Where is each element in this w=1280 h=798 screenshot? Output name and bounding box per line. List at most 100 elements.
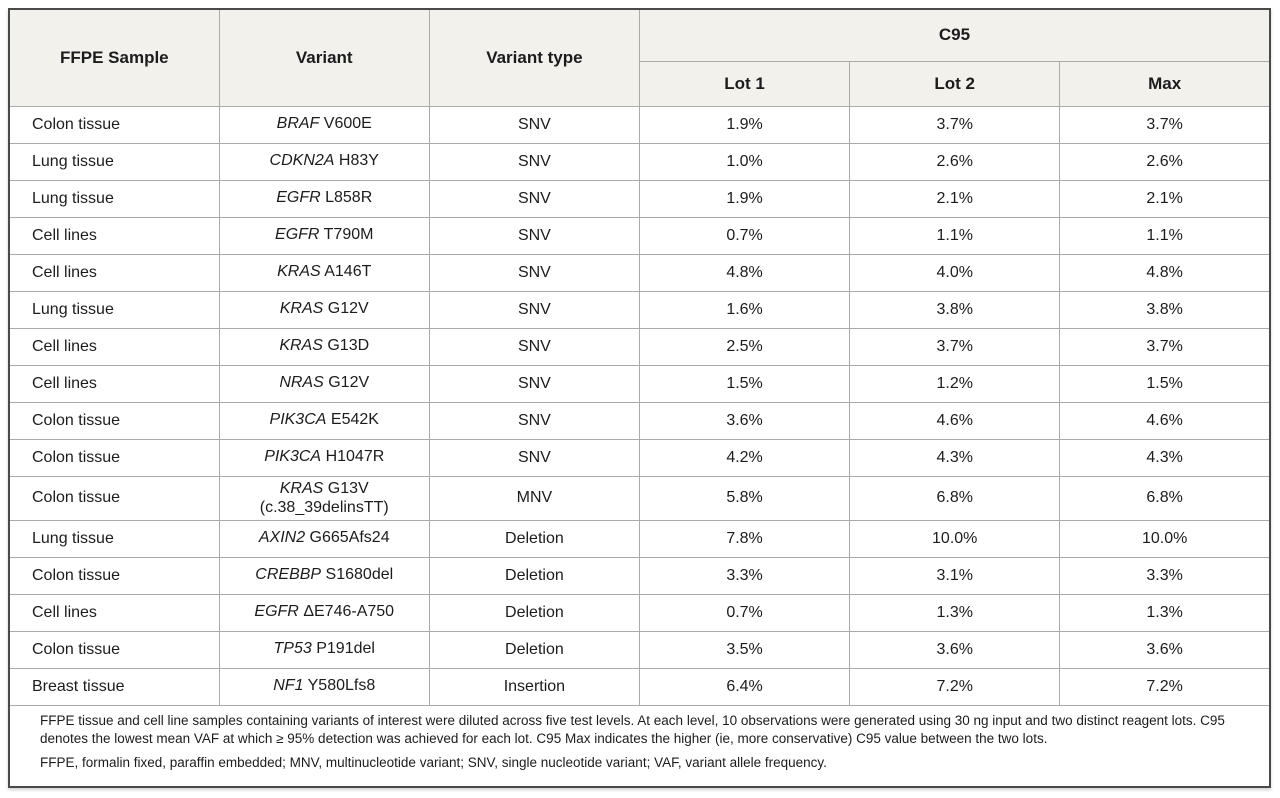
variant-type-cell: Deletion (428, 519, 640, 558)
footnote-row: FFPE tissue and cell line samples contai… (8, 704, 1271, 788)
c95-max-cell: 6.8% (1059, 475, 1271, 521)
variant-type-cell: Deletion (428, 556, 640, 595)
table-row: Colon tissue PIK3CA E542K SNV 3.6% 4.6% … (8, 401, 1271, 440)
c95-lot1-cell: 1.9% (638, 105, 851, 144)
mutation-label: G12V (327, 300, 369, 318)
mutation-label: L858R (325, 189, 373, 207)
table-row: Cell lines EGFR ΔE746-A750 Deletion 0.7%… (8, 593, 1271, 632)
column-group-header-c95: C95 (638, 8, 1271, 62)
gene-symbol: PIK3CA (269, 411, 327, 429)
table-row: Lung tissue EGFR L858R SNV 1.9% 2.1% 2.1… (8, 179, 1271, 218)
c95-lot2-cell: 1.3% (849, 593, 1061, 632)
gene-symbol: AXIN2 (258, 529, 306, 547)
variant-cell: AXIN2 G665Afs24 (218, 519, 430, 558)
mutation-label: S1680del (325, 566, 394, 584)
sample-cell: Colon tissue (8, 438, 220, 477)
c95-lot2-cell: 4.0% (849, 253, 1061, 292)
variant-type-cell: SNV (428, 216, 640, 255)
variant-cell: PIK3CA H1047R (218, 438, 430, 477)
c95-max-cell: 2.6% (1059, 142, 1271, 181)
table-row: Cell lines KRAS G13D SNV 2.5% 3.7% 3.7% (8, 327, 1271, 366)
sample-cell: Cell lines (8, 364, 220, 403)
table-row: Colon tissue TP53 P191del Deletion 3.5% … (8, 630, 1271, 669)
c95-max-cell: 1.5% (1059, 364, 1271, 403)
mutation-label: A146T (324, 263, 372, 281)
table-row: Colon tissue BRAF V600E SNV 1.9% 3.7% 3.… (8, 105, 1271, 144)
c95-lot2-cell: 4.6% (849, 401, 1061, 440)
table-row: Lung tissue CDKN2A H83Y SNV 1.0% 2.6% 2.… (8, 142, 1271, 181)
variant-cell: KRAS G13D (218, 327, 430, 366)
variant-type-cell: SNV (428, 105, 640, 144)
c95-lot2-cell: 3.7% (849, 105, 1061, 144)
mutation-label: G12V (328, 374, 370, 392)
variant-cell: CREBBP S1680del (218, 556, 430, 595)
c95-lot2-cell: 6.8% (849, 475, 1061, 521)
variant-cell: KRAS G13V (c.38_39delinsTT) (218, 475, 430, 521)
variant-type-cell: SNV (428, 364, 640, 403)
c95-lot1-cell: 0.7% (638, 593, 851, 632)
c95-max-cell: 3.6% (1059, 630, 1271, 669)
c95-lot1-cell: 4.8% (638, 253, 851, 292)
variant-type-cell: SNV (428, 401, 640, 440)
column-header-ffpe-sample: FFPE Sample (8, 8, 220, 107)
c95-lot1-cell: 5.8% (638, 475, 851, 521)
footnote-cell: FFPE tissue and cell line samples contai… (8, 704, 1271, 788)
c95-max-cell: 1.1% (1059, 216, 1271, 255)
table-body: Colon tissue BRAF V600E SNV 1.9% 3.7% 3.… (8, 105, 1271, 706)
c95-lot2-cell: 10.0% (849, 519, 1061, 558)
gene-symbol: NF1 (273, 677, 304, 695)
mutation-label: H83Y (338, 152, 379, 170)
mutation-label: V600E (323, 115, 372, 133)
variant-type-cell: Insertion (428, 667, 640, 706)
variant-cell: EGFR ΔE746-A750 (218, 593, 430, 632)
gene-symbol: KRAS (279, 300, 324, 318)
gene-symbol: EGFR (275, 226, 320, 244)
sample-cell: Cell lines (8, 327, 220, 366)
gene-symbol: CREBBP (255, 566, 322, 584)
table-row: Lung tissue KRAS G12V SNV 1.6% 3.8% 3.8% (8, 290, 1271, 329)
c95-max-cell: 1.3% (1059, 593, 1271, 632)
variant-type-cell: SNV (428, 179, 640, 218)
footnote-section: FFPE tissue and cell line samples contai… (8, 704, 1271, 788)
c95-lot1-cell: 7.8% (638, 519, 851, 558)
column-header-max: Max (1059, 60, 1271, 107)
sample-cell: Cell lines (8, 593, 220, 632)
variant-type-cell: Deletion (428, 593, 640, 632)
mutation-label: G665Afs24 (309, 529, 390, 547)
footnote-abbreviations: FFPE, formalin fixed, paraffin embedded;… (40, 754, 827, 770)
c95-lot2-cell: 7.2% (849, 667, 1061, 706)
mutation-label: P191del (316, 640, 375, 658)
c95-lot2-cell: 1.2% (849, 364, 1061, 403)
table-row: Breast tissue NF1 Y580Lfs8 Insertion 6.4… (8, 667, 1271, 706)
variant-cell: EGFR T790M (218, 216, 430, 255)
gene-symbol: NRAS (279, 374, 324, 392)
table-row: Cell lines KRAS A146T SNV 4.8% 4.0% 4.8% (8, 253, 1271, 292)
c95-lot2-cell: 2.1% (849, 179, 1061, 218)
sample-cell: Breast tissue (8, 667, 220, 706)
variant-cell: EGFR L858R (218, 179, 430, 218)
c95-lot2-cell: 4.3% (849, 438, 1061, 477)
table-row: Lung tissue AXIN2 G665Afs24 Deletion 7.8… (8, 519, 1271, 558)
c95-lot1-cell: 1.0% (638, 142, 851, 181)
variant-cell: NF1 Y580Lfs8 (218, 667, 430, 706)
sample-cell: Colon tissue (8, 630, 220, 669)
table-row: Colon tissue CREBBP S1680del Deletion 3.… (8, 556, 1271, 595)
c95-max-cell: 2.1% (1059, 179, 1271, 218)
variant-cell: NRAS G12V (218, 364, 430, 403)
sample-cell: Cell lines (8, 253, 220, 292)
c95-lot1-cell: 3.5% (638, 630, 851, 669)
mutation-label: E542K (330, 411, 379, 429)
variant-type-cell: MNV (428, 475, 640, 521)
variant-type-cell: SNV (428, 290, 640, 329)
mutation-label: ΔE746-A750 (303, 603, 395, 621)
gene-symbol: KRAS (279, 337, 323, 355)
variant-type-cell: SNV (428, 327, 640, 366)
c95-max-cell: 3.7% (1059, 105, 1271, 144)
c95-lot1-cell: 1.6% (638, 290, 851, 329)
c95-max-cell: 10.0% (1059, 519, 1271, 558)
c95-max-cell: 3.7% (1059, 327, 1271, 366)
footnote-methods: FFPE tissue and cell line samples contai… (40, 712, 1225, 746)
gene-symbol: EGFR (276, 189, 321, 207)
column-header-variant: Variant (218, 8, 430, 107)
